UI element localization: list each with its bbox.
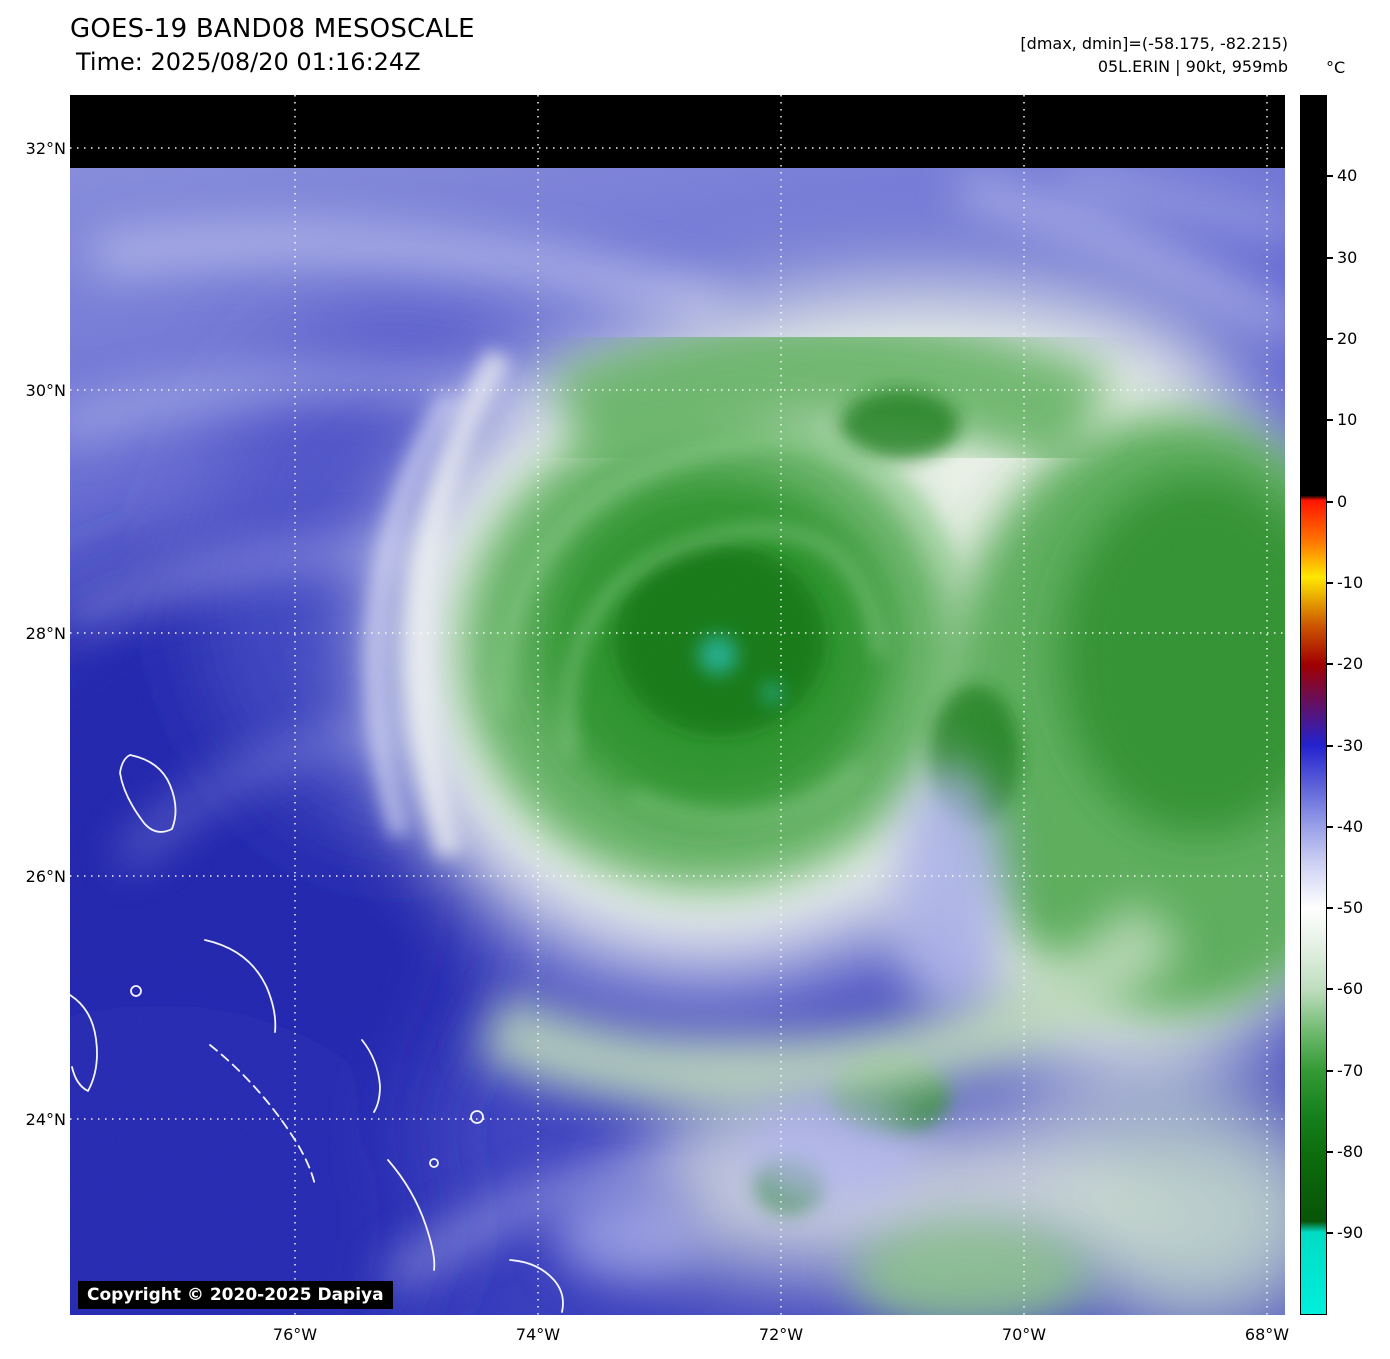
- lon-label-68w: 68°W: [1244, 1325, 1290, 1344]
- coastline-eleuthera: [204, 939, 277, 1033]
- colorbar-tick: [1327, 257, 1333, 259]
- colorbar-tick: [1327, 419, 1333, 421]
- colorbar-tick: [1327, 582, 1333, 584]
- lat-label-32n: 32°N: [25, 139, 66, 158]
- satellite-image: [70, 95, 1285, 1315]
- coastline-exumas: [209, 1044, 316, 1186]
- coastline-long-island: [387, 1159, 436, 1271]
- colorbar-tick-label: 20: [1337, 329, 1358, 348]
- lon-label-74w: 74°W: [515, 1325, 561, 1344]
- colorbar-tick-label: 0: [1337, 492, 1348, 511]
- lon-label-72w: 72°W: [758, 1325, 804, 1344]
- coastline-rum-cay: [429, 1158, 439, 1168]
- temperature-colorbar: [1300, 95, 1327, 1315]
- lat-label-26n: 26°N: [25, 867, 66, 886]
- colorbar-tick: [1327, 826, 1333, 828]
- colorbar-tick-label: -40: [1337, 817, 1364, 836]
- colorbar-tick-label: -30: [1337, 736, 1364, 755]
- colorbar-tick-label: 10: [1337, 410, 1358, 429]
- lat-label-30n: 30°N: [25, 381, 66, 400]
- colorbar-tick-label: 40: [1337, 166, 1358, 185]
- coastline-san-salvador: [470, 1110, 484, 1124]
- colorbar-tick-label: -80: [1337, 1142, 1364, 1161]
- colorbar-tick: [1327, 1151, 1333, 1153]
- lat-label-28n: 28°N: [25, 624, 66, 643]
- copyright-badge: Copyright © 2020-2025 Dapiya: [78, 1281, 393, 1309]
- lon-label-76w: 76°W: [272, 1325, 318, 1344]
- colorbar-tick: [1327, 1232, 1333, 1234]
- timestamp: Time: 2025/08/20 01:16:24Z: [76, 48, 421, 76]
- colorbar-tick: [1327, 501, 1333, 503]
- colorbar-tick-label: -60: [1337, 979, 1364, 998]
- storm-info: 05L.ERIN | 90kt, 959mb: [1097, 57, 1288, 76]
- colorbar-tick: [1327, 907, 1333, 909]
- lat-label-24n: 24°N: [25, 1110, 66, 1129]
- colorbar-tick: [1327, 663, 1333, 665]
- coastline-crooked-acklins: [509, 1259, 564, 1313]
- colorbar-unit-label: °C: [1326, 58, 1346, 77]
- colorbar-tick-label: 30: [1337, 248, 1358, 267]
- coastline-andros: [70, 994, 98, 1092]
- header-right: [dmax, dmin]=(-58.175, -82.215) 05L.ERIN…: [1020, 32, 1288, 78]
- colorbar-tick-label: -20: [1337, 654, 1364, 673]
- lon-label-70w: 70°W: [1001, 1325, 1047, 1344]
- coastlines: [70, 754, 564, 1313]
- colorbar-tick: [1327, 175, 1333, 177]
- grid-lines: [70, 95, 1285, 1315]
- off-sector-strip: [70, 95, 1285, 168]
- coastline-abaco: [119, 754, 177, 833]
- colorbar-tick: [1327, 338, 1333, 340]
- film-grain: [70, 95, 1285, 1315]
- colorbar-tick-label: -10: [1337, 573, 1364, 592]
- colorbar-tick: [1327, 988, 1333, 990]
- page-title: GOES-19 BAND08 MESOSCALE: [70, 14, 475, 44]
- colorbar-tick-label: -90: [1337, 1223, 1364, 1242]
- satellite-map: Copyright © 2020-2025 Dapiya: [70, 95, 1285, 1315]
- coastline-cat-island: [361, 1039, 381, 1113]
- colorbar-tick-label: -70: [1337, 1061, 1364, 1080]
- colorbar-tick: [1327, 745, 1333, 747]
- colorbar-tick-label: -50: [1337, 898, 1364, 917]
- colorbar-tick: [1327, 1070, 1333, 1072]
- range-info: [dmax, dmin]=(-58.175, -82.215): [1020, 34, 1288, 53]
- coastline-nassau: [130, 985, 142, 997]
